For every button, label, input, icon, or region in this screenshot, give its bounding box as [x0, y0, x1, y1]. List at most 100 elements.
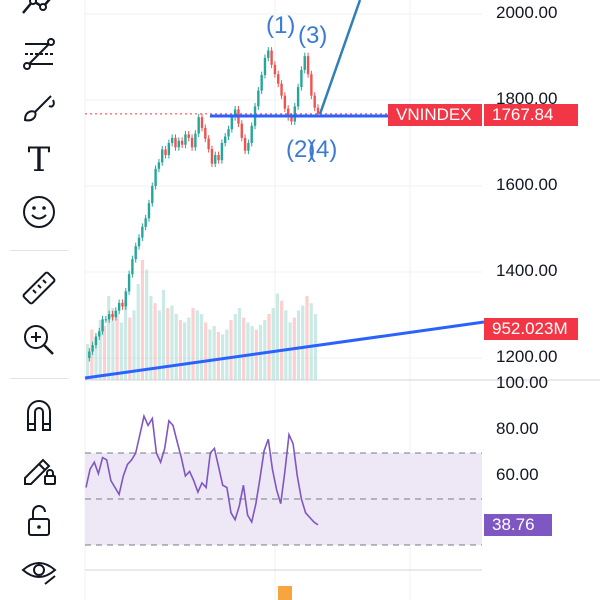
volume-bar — [174, 314, 178, 380]
volume-bar — [212, 326, 216, 380]
candle-body — [210, 149, 214, 164]
candle-body — [283, 95, 287, 109]
candle-body — [131, 259, 134, 275]
price-axis-label: 1600.00 — [496, 175, 558, 194]
candle-body — [164, 149, 167, 156]
candle-body — [260, 75, 263, 91]
candle-body — [194, 133, 197, 148]
candle-body — [306, 56, 310, 75]
candle-body — [296, 87, 300, 107]
price-axis-label: 1200.00 — [496, 347, 558, 366]
candle-body — [273, 64, 277, 75]
candle-body — [310, 74, 313, 96]
candle-body — [290, 117, 293, 122]
volume-bar — [233, 314, 237, 380]
drawings — [84, 0, 485, 600]
candle-body — [111, 314, 114, 318]
lock-drawing-tool-icon[interactable] — [14, 448, 64, 488]
candle-body — [104, 319, 108, 321]
candle-body — [293, 106, 296, 122]
candle-body — [147, 203, 151, 219]
volume-bar — [123, 300, 128, 380]
volume-bar — [242, 317, 246, 380]
volume-bar — [115, 314, 119, 380]
volume-bar — [288, 322, 292, 380]
zoom-in-tool-icon[interactable] — [14, 320, 64, 360]
candle-body — [91, 345, 94, 352]
volume-bar — [128, 317, 132, 380]
measure-tool-icon[interactable] — [14, 268, 64, 308]
candle-body — [313, 95, 316, 108]
candle-body — [167, 143, 171, 156]
lock-all-tool-icon[interactable] — [14, 500, 64, 540]
volume-bar — [284, 310, 288, 380]
volume-bar — [166, 308, 170, 380]
volume-bar — [204, 322, 208, 380]
candle-body — [257, 90, 260, 107]
candle-body — [127, 274, 131, 292]
wave-label-1[interactable]: (1) — [266, 12, 296, 39]
volume-bar — [86, 344, 90, 380]
visibility-tool-icon[interactable] — [14, 550, 64, 590]
wave-label-3[interactable]: (3) — [298, 22, 328, 49]
candle-body — [220, 143, 224, 161]
candle-body — [187, 134, 190, 138]
candle-body — [286, 108, 290, 118]
projection-line — [318, 0, 362, 115]
volume-bar — [271, 308, 275, 380]
volume-bar — [161, 290, 166, 380]
text-tool-glyph: T — [27, 140, 51, 180]
price-axis-label: 1400.00 — [496, 261, 558, 280]
candle-body — [240, 123, 243, 138]
candle-body — [247, 143, 250, 151]
candle-body — [277, 74, 280, 84]
wave-label-4[interactable]: (4) — [308, 136, 338, 163]
text-tool-icon[interactable]: T — [14, 140, 64, 180]
trend-line-tool-icon[interactable] — [14, 0, 64, 22]
candle-body — [174, 137, 177, 148]
fib-retracement-tool-icon[interactable] — [14, 36, 64, 76]
rsi-axis-label: 60.00 — [496, 465, 539, 484]
volume-bar — [208, 329, 212, 380]
candle-body — [184, 134, 187, 145]
wave-label-2[interactable]: (2) — [286, 136, 316, 163]
candle-body — [141, 226, 144, 238]
candle-body — [161, 149, 164, 163]
volume-bar — [267, 314, 271, 380]
candle-body — [114, 310, 118, 318]
candle-body — [224, 136, 227, 143]
candle-body — [267, 50, 270, 58]
rsi-axis-label: 100.00 — [496, 373, 548, 392]
rsi-line — [85, 413, 319, 526]
rsi-value-tag: 38.76 — [484, 514, 552, 536]
candle-body — [157, 162, 161, 169]
candle-body — [137, 237, 141, 247]
candle-body — [124, 291, 127, 307]
magnet-tool-icon[interactable] — [14, 395, 64, 435]
candle-body — [204, 127, 207, 139]
volume-bar — [263, 320, 267, 380]
candle-body — [144, 218, 147, 227]
candle-body — [121, 302, 124, 307]
candle-body — [316, 107, 320, 114]
volume-bar — [107, 296, 111, 380]
volume-bar — [140, 260, 145, 380]
candle-body — [300, 69, 303, 88]
price-axis-label: 1800.00 — [496, 89, 558, 108]
volume-bar — [280, 300, 284, 380]
candle-body — [151, 186, 154, 204]
volume-bar — [98, 320, 102, 380]
emoji-tool-icon[interactable] — [14, 192, 64, 232]
candle-body — [230, 117, 234, 130]
brush-tool-icon[interactable] — [14, 88, 64, 128]
volume-bar — [94, 338, 98, 380]
candle-body — [197, 117, 200, 134]
candle-body — [243, 137, 247, 151]
rsi-axis-label: 80.00 — [496, 419, 539, 438]
volume-bar — [195, 310, 199, 380]
last-price-tag: 1767.84 — [484, 104, 578, 126]
price-axis-label: 2000.00 — [496, 3, 558, 22]
candle-body — [154, 168, 157, 186]
volume-bar — [90, 329, 94, 380]
